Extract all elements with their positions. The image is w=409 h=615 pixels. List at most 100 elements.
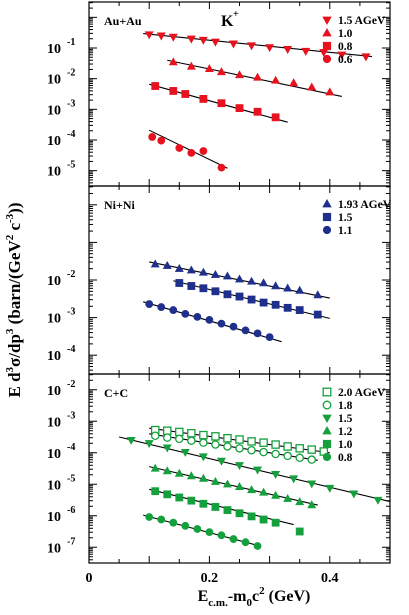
- data-point: [271, 440, 280, 449]
- data-point: [175, 493, 184, 502]
- data-point: [162, 444, 172, 453]
- x-tick-label: 0.4: [321, 571, 339, 586]
- data-point: [325, 87, 335, 96]
- fit-line: [118, 436, 391, 503]
- data-point: [163, 433, 172, 442]
- data-point: [307, 480, 317, 489]
- y-tick-exponent: -3: [67, 307, 75, 318]
- data-point: [211, 432, 220, 441]
- data-point: [235, 444, 244, 453]
- x-tick-labels: 0 0.2 0.4: [86, 571, 339, 586]
- y-label-sup3: 2: [4, 234, 16, 240]
- data-point: [216, 457, 226, 466]
- x-tick-label: 0.2: [201, 571, 219, 586]
- data-point: [157, 136, 166, 145]
- panel-c-c-series-1-2: 1.2: [149, 426, 353, 509]
- x-label-tail: (GeV): [265, 588, 311, 605]
- data-point: [198, 453, 208, 462]
- data-point: [198, 267, 208, 276]
- data-point: [145, 513, 154, 521]
- data-point: [210, 476, 220, 485]
- fit-line: [149, 433, 318, 461]
- data-point: [187, 436, 196, 446]
- panel-ni-ni-series-1-5: 1.5: [173, 212, 353, 319]
- data-point: [204, 64, 214, 73]
- data-point: [163, 490, 172, 499]
- data-point: [295, 285, 305, 294]
- legend-label: 0.8: [338, 41, 353, 53]
- data-point: [217, 163, 226, 172]
- legend-label: 1.5: [338, 212, 353, 224]
- legend-marker: [322, 41, 332, 51]
- data-point: [199, 284, 208, 293]
- legend-label: 1.2: [338, 426, 353, 438]
- data-point: [271, 113, 280, 122]
- data-point: [373, 496, 383, 505]
- y-axis-label: E d3σ/dp3 (barn/(GeV2 c-3)): [4, 202, 24, 397]
- data-point: [325, 484, 335, 493]
- legend-marker: [322, 16, 332, 25]
- data-point: [186, 265, 196, 274]
- data-point: [229, 40, 238, 49]
- y-label-main: E d: [5, 372, 24, 398]
- data-point: [307, 445, 316, 454]
- data-point: [187, 282, 196, 290]
- data-point: [186, 471, 196, 480]
- data-point: [259, 447, 268, 457]
- data-point: [181, 521, 190, 530]
- y-tick-label: 10: [47, 274, 61, 289]
- data-point: [289, 475, 299, 484]
- y-tick-exponent: -2: [67, 68, 75, 79]
- data-point: [148, 133, 157, 141]
- data-point: [198, 473, 208, 482]
- y-tick-label: 10: [47, 541, 61, 556]
- data-point: [175, 279, 184, 287]
- legend-marker: [322, 212, 332, 222]
- data-point: [193, 525, 202, 533]
- data-point: [349, 490, 359, 499]
- data-point: [174, 263, 184, 272]
- data-point: [199, 95, 208, 103]
- data-point: [235, 482, 244, 490]
- y-tick-exponent: -5: [67, 473, 75, 484]
- y-tick-label: 10: [47, 134, 61, 149]
- y-label-tail2: c: [5, 223, 24, 235]
- data-point: [283, 442, 292, 451]
- panel-c-c-series-0-8: 0.8: [143, 452, 353, 550]
- fit-line: [149, 488, 294, 526]
- data-point: [199, 430, 208, 440]
- y-label-sup1: 3: [4, 366, 16, 372]
- fit-line: [148, 129, 228, 169]
- panel-c-c-series-2-0-agev: 2.0 AGeV: [149, 387, 386, 456]
- data-point: [241, 326, 250, 335]
- data-point: [313, 310, 322, 319]
- legend-label: 1.8: [338, 400, 353, 412]
- data-point: [271, 490, 281, 499]
- legend-marker: [322, 225, 332, 235]
- data-point: [211, 440, 220, 449]
- data-point: [169, 87, 178, 95]
- panel-au-au-series-1-5-agev: 1.5 AGeV: [143, 15, 386, 62]
- data-point: [337, 51, 347, 60]
- data-point: [301, 47, 311, 56]
- data-point: [151, 487, 160, 496]
- x-tick-label: 0: [86, 571, 93, 586]
- data-point: [169, 306, 178, 314]
- data-point: [271, 281, 281, 290]
- data-point: [253, 329, 262, 338]
- data-point: [229, 322, 238, 331]
- y-tick-label: 10: [47, 447, 61, 462]
- data-point: [295, 453, 304, 463]
- legend-marker: [322, 400, 332, 410]
- data-point: [186, 61, 196, 70]
- particle-charge: +: [233, 9, 239, 20]
- data-point: [151, 82, 160, 90]
- data-point: [181, 309, 190, 318]
- data-point: [223, 290, 232, 299]
- data-point: [283, 451, 292, 461]
- data-point: [186, 35, 196, 44]
- data-point: [193, 312, 202, 321]
- data-point: [217, 531, 226, 540]
- data-point: [271, 470, 281, 479]
